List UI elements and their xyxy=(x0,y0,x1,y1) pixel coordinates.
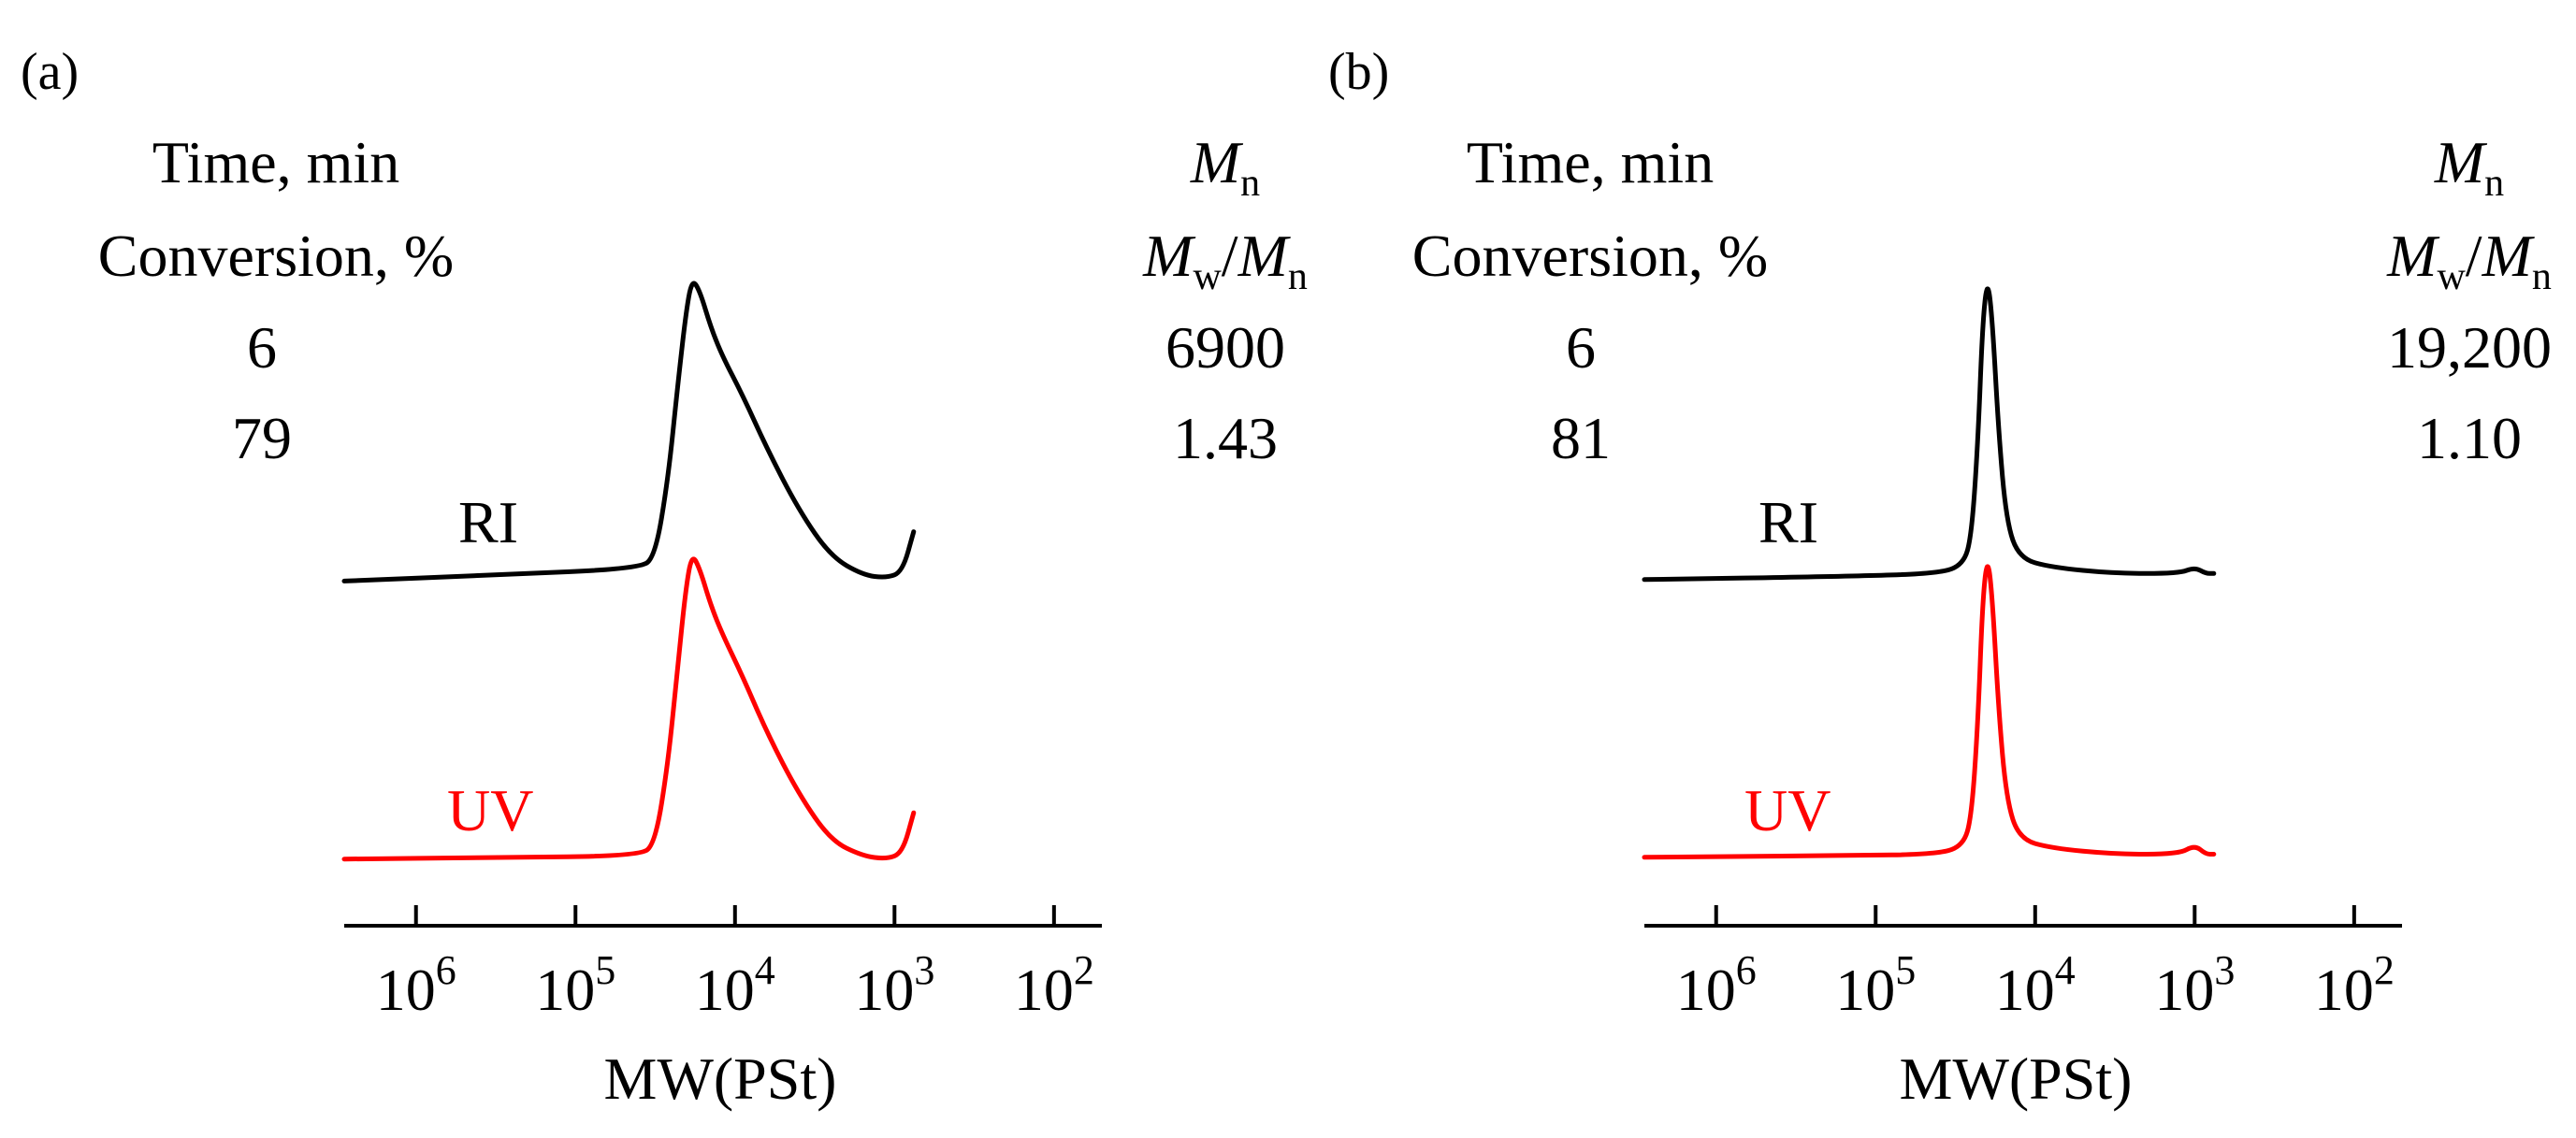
panel-label: (b) xyxy=(1328,43,1389,101)
uv-trace xyxy=(1642,564,2217,860)
uv-trace xyxy=(341,556,917,862)
conversion-label: Conversion, % xyxy=(98,223,454,289)
mn-label: Mn xyxy=(2434,129,2504,205)
x-tick-label: 104 xyxy=(695,947,775,1023)
conversion-value: 81 xyxy=(1551,405,1611,471)
mn-label: Mn xyxy=(1190,129,1260,205)
panel-label: (a) xyxy=(21,43,79,101)
ri-trace-label: RI xyxy=(1758,489,1818,555)
x-axis-title: MW(PSt) xyxy=(1900,1045,2133,1112)
ri-trace xyxy=(341,281,917,583)
time-value: 6 xyxy=(247,314,277,381)
x-axis-title: MW(PSt) xyxy=(604,1045,837,1112)
x-tick-label: 104 xyxy=(1995,947,2076,1023)
mn-value: 19,200 xyxy=(2387,314,2552,381)
ri-trace xyxy=(1642,286,2217,583)
x-tick-label: 106 xyxy=(376,947,456,1023)
x-tick-label: 102 xyxy=(1014,947,1094,1023)
time-label: Time, min xyxy=(152,129,399,195)
x-tick-label: 103 xyxy=(2154,947,2235,1023)
x-axis-ticks: 106 105 104 103 102 xyxy=(376,905,1094,1023)
x-tick-label: 102 xyxy=(2314,947,2395,1023)
x-tick-label: 106 xyxy=(1676,947,1757,1023)
conversion-label: Conversion, % xyxy=(1412,223,1768,289)
x-tick-label: 103 xyxy=(854,947,934,1023)
panel-a: (a) Time, min Conversion, % 6 79 Mn Mw/M… xyxy=(21,43,1308,1112)
mn-value: 6900 xyxy=(1165,314,1285,381)
uv-trace-label: UV xyxy=(447,777,533,843)
uv-trace-label: UV xyxy=(1744,777,1831,843)
ri-trace-label: RI xyxy=(458,489,518,555)
time-label: Time, min xyxy=(1467,129,1714,195)
x-tick-label: 105 xyxy=(535,947,615,1023)
dispersity-value: 1.10 xyxy=(2417,405,2522,471)
x-tick-label: 105 xyxy=(1835,947,1916,1023)
dispersity-label: Mw/Mn xyxy=(2386,223,2552,298)
x-axis-ticks: 106 105 104 103 102 xyxy=(1676,905,2395,1023)
conversion-value: 79 xyxy=(232,405,292,471)
dispersity-label: Mw/Mn xyxy=(1142,223,1308,298)
dispersity-value: 1.43 xyxy=(1173,405,1278,471)
time-value: 6 xyxy=(1566,314,1596,381)
panel-b: (b) Time, min Conversion, % 6 81 Mn Mw/M… xyxy=(1328,43,2552,1112)
